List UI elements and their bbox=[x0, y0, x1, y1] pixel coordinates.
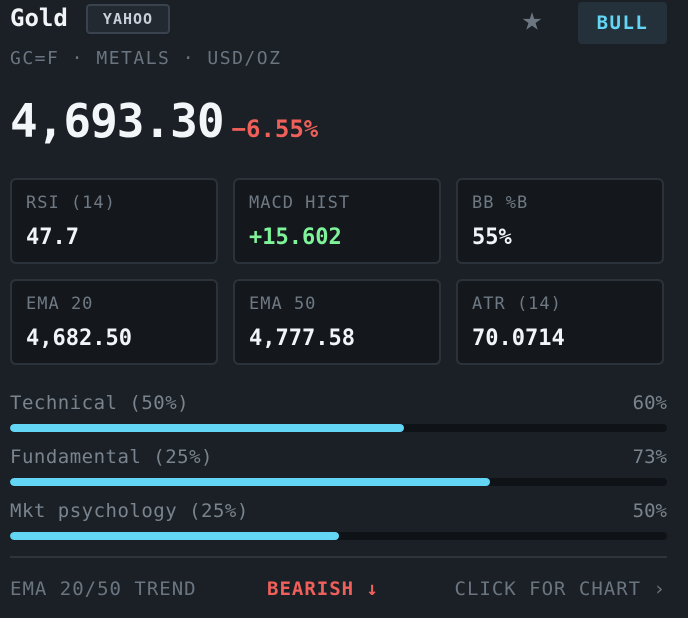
score-row-technical: Technical (50%) 60% bbox=[10, 390, 667, 434]
score-percent: 73% bbox=[632, 446, 667, 468]
asset-subtitle: GC=F · METALS · USD/OZ bbox=[10, 48, 282, 69]
score-percent: 50% bbox=[632, 500, 667, 522]
score-percent: 60% bbox=[632, 392, 667, 414]
trend-value: BEARISH ↓ bbox=[267, 578, 379, 600]
indicator-label: ATR (14) bbox=[472, 294, 562, 314]
trend-label: EMA 20/50 TREND bbox=[10, 578, 197, 600]
source-badge: YAHOO bbox=[86, 4, 170, 34]
indicator-card-bb: BB %B 55% bbox=[456, 178, 664, 264]
indicator-value: +15.602 bbox=[249, 225, 342, 250]
price-change: −6.55% bbox=[231, 115, 319, 143]
progress-fill bbox=[10, 424, 405, 432]
header: Gold YAHOO ★ BULL bbox=[10, 0, 678, 46]
progress-fill bbox=[10, 478, 490, 486]
indicator-value: 4,777.58 bbox=[249, 326, 355, 351]
progress-track bbox=[10, 478, 667, 486]
indicator-label: EMA 20 bbox=[26, 294, 94, 314]
asset-title: Gold bbox=[10, 4, 68, 32]
indicator-label: MACD HIST bbox=[249, 193, 351, 213]
indicator-card-ema50: EMA 50 4,777.58 bbox=[233, 279, 441, 365]
score-label: Mkt psychology (25%) bbox=[10, 500, 249, 522]
score-row-fundamental: Fundamental (25%) 73% bbox=[10, 444, 667, 488]
progress-track bbox=[10, 424, 667, 432]
progress-track bbox=[10, 532, 667, 540]
progress-fill bbox=[10, 532, 339, 540]
indicator-value: 55% bbox=[472, 225, 512, 250]
indicator-card-ema20: EMA 20 4,682.50 bbox=[10, 279, 218, 365]
divider bbox=[10, 556, 667, 558]
score-label: Fundamental (25%) bbox=[10, 446, 213, 468]
star-icon[interactable]: ★ bbox=[521, 0, 543, 39]
indicator-label: RSI (14) bbox=[26, 193, 116, 213]
indicator-label: EMA 50 bbox=[249, 294, 317, 314]
score-row-psychology: Mkt psychology (25%) 50% bbox=[10, 498, 667, 542]
indicator-value: 47.7 bbox=[26, 225, 79, 250]
indicator-card-macd: MACD HIST +15.602 bbox=[233, 178, 441, 264]
indicator-card-atr: ATR (14) 70.0714 bbox=[456, 279, 664, 365]
chart-link[interactable]: CLICK FOR CHART › bbox=[454, 578, 666, 600]
price-row: 4,693.30 −6.55% bbox=[10, 94, 318, 154]
indicator-card-rsi: RSI (14) 47.7 bbox=[10, 178, 218, 264]
price-value: 4,693.30 bbox=[10, 94, 225, 148]
indicator-value: 4,682.50 bbox=[26, 326, 132, 351]
signal-button[interactable]: BULL bbox=[578, 2, 667, 44]
indicator-value: 70.0714 bbox=[472, 326, 565, 351]
score-label: Technical (50%) bbox=[10, 392, 190, 414]
indicator-label: BB %B bbox=[472, 193, 529, 213]
